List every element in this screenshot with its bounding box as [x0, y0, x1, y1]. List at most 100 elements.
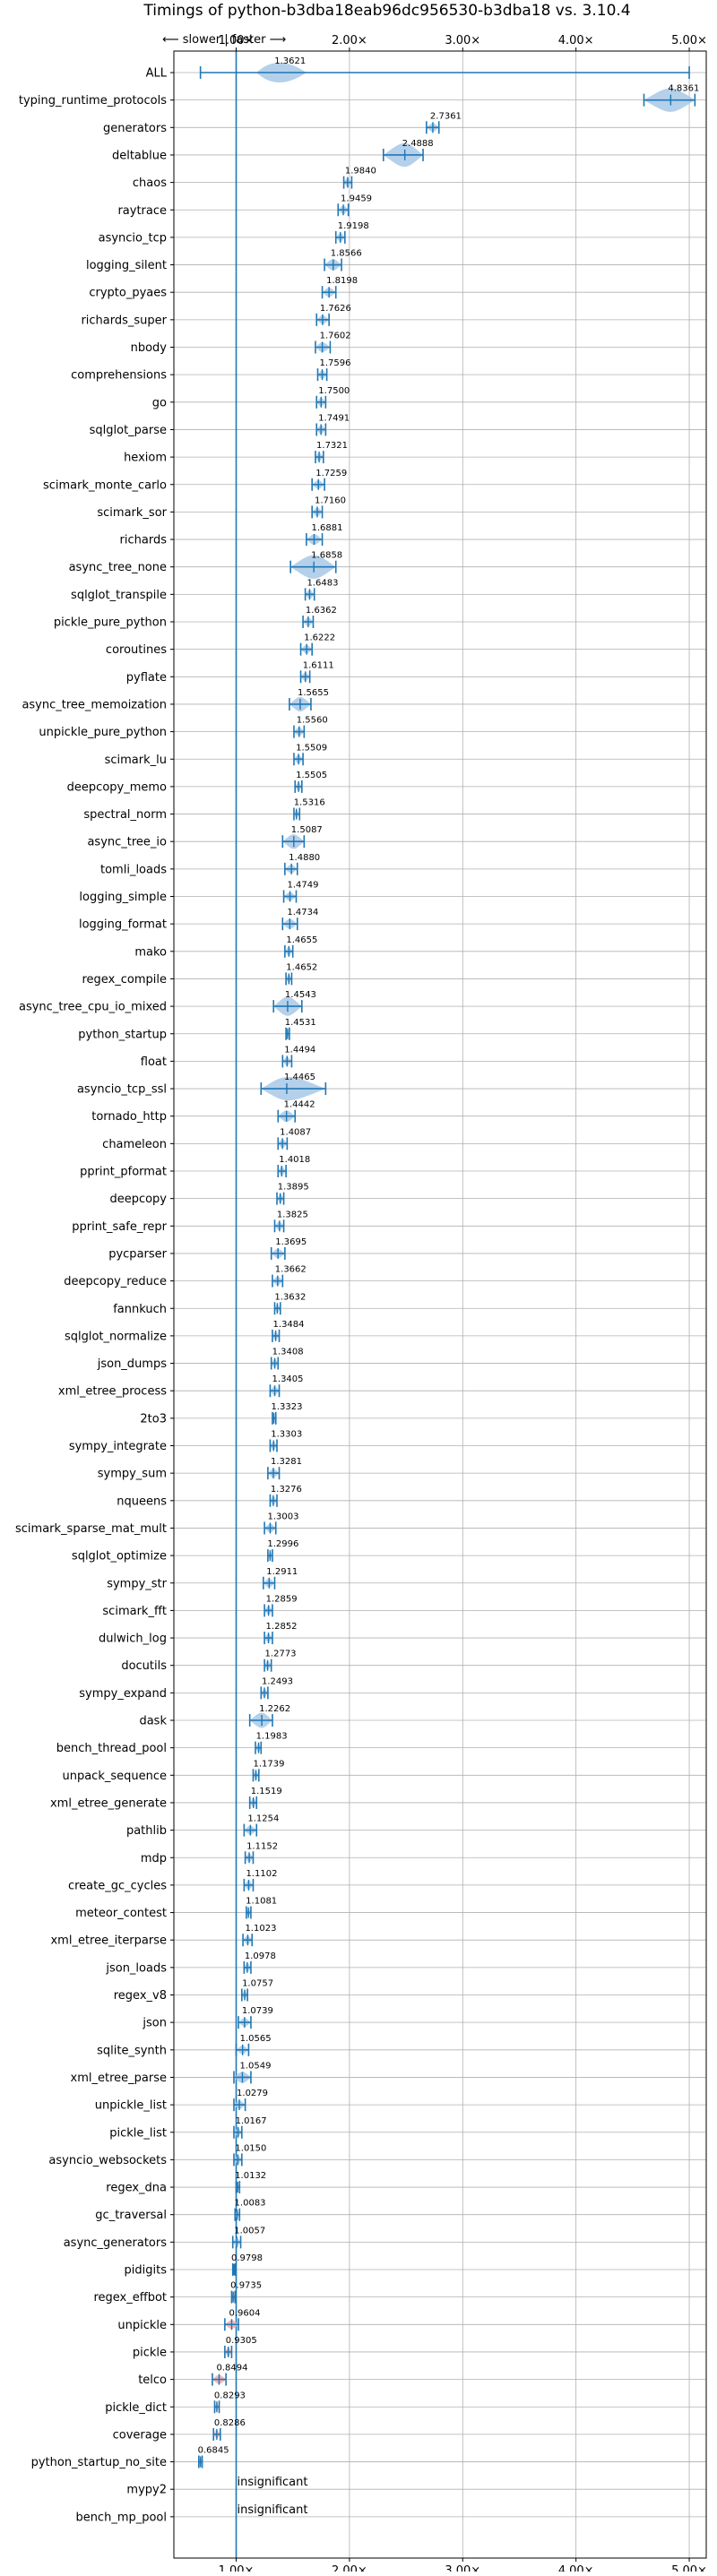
benchmark-label: pprint_pformat: [80, 1166, 167, 1179]
speed-value-label: 1.3303: [271, 1430, 302, 1440]
speed-value-label: 1.4494: [284, 1045, 315, 1055]
chart-title: Timings of python-b3dba18eab96dc956530-b…: [143, 2, 630, 20]
benchmark-label: pyflate: [126, 671, 167, 685]
insignificant-label: insignificant: [238, 2476, 308, 2489]
speed-value-label: 1.0132: [235, 2171, 266, 2181]
benchmark-label: docutils: [121, 1659, 167, 1673]
benchmark-label: async_tree_cpu_io_mixed: [19, 1001, 167, 1014]
speed-value-label: 1.9459: [341, 194, 372, 203]
speed-value-label: 1.3895: [278, 1183, 309, 1193]
benchmark-label: telco: [138, 2374, 167, 2387]
benchmark-label: sqlglot_normalize: [65, 1330, 167, 1343]
benchmark-label: unpickle_pure_python: [39, 726, 167, 739]
speed-value-label: 0.9604: [229, 2308, 261, 2318]
speed-value-label: 1.7626: [320, 304, 351, 314]
speed-value-label: 1.5655: [298, 688, 329, 698]
benchmark-label: pickle: [133, 2346, 167, 2359]
benchmark-label: mako: [134, 945, 167, 959]
benchmark-label: logging_format: [79, 918, 167, 932]
benchmark-label: pycparser: [108, 1247, 167, 1261]
speed-value-label: 1.0057: [234, 2226, 265, 2236]
speed-value-label: 0.9798: [231, 2253, 263, 2263]
benchmark-label: chameleon: [102, 1138, 167, 1151]
speed-value-label: 1.4652: [286, 962, 317, 972]
speed-value-label: 1.4087: [280, 1127, 311, 1137]
speed-value-label: 1.1983: [256, 1732, 288, 1742]
benchmark-label: tomli_loads: [100, 863, 167, 876]
x-tick-label-bottom: 2.00×: [332, 2564, 367, 2572]
benchmark-label: pickle_pure_python: [54, 616, 167, 630]
benchmark-label: sqlglot_transpile: [71, 589, 167, 602]
benchmark-label: mdp: [141, 1852, 167, 1865]
speed-value-label: 1.3276: [271, 1485, 302, 1495]
speed-value-label: 1.7491: [318, 413, 350, 423]
speed-value-label: 1.7596: [320, 358, 351, 368]
speed-value-label: 1.3484: [273, 1320, 305, 1330]
benchmark-label: xml_etree_generate: [50, 1796, 167, 1810]
benchmark-label: deepcopy_reduce: [64, 1275, 167, 1288]
benchmark-label: dulwich_log: [99, 1633, 167, 1646]
speed-value-label: 1.0565: [240, 2034, 272, 2044]
benchmark-label: regex_compile: [82, 973, 167, 986]
benchmark-label: generators: [103, 122, 167, 135]
benchmark-label: scimark_fft: [102, 1605, 167, 1618]
benchmark-label: go: [152, 396, 167, 409]
speed-value-label: 1.0549: [239, 2061, 271, 2071]
speed-value-label: 1.8198: [326, 276, 358, 286]
speed-value-label: 1.1081: [246, 1897, 277, 1907]
speed-value-label: 1.9840: [345, 167, 376, 177]
speed-value-label: 1.4531: [285, 1018, 316, 1028]
benchmark-label: richards_super: [81, 314, 167, 327]
benchmark-label: sympy_expand: [79, 1687, 167, 1701]
insignificant-label: insignificant: [238, 2503, 308, 2517]
benchmark-label: async_tree_none: [69, 561, 167, 574]
speed-value-label: 1.1102: [246, 1869, 277, 1879]
speed-value-label: 1.0279: [237, 2089, 268, 2098]
benchmark-label: json_loads: [105, 1961, 167, 1975]
benchmark-label: ALL: [146, 67, 168, 81]
benchmark-label: xml_etree_parse: [71, 2072, 167, 2085]
tick-layer: 1.00× 1.00× 2.00× 2.00× 3.00× 3.00× 4.00× 4.00×…: [15, 34, 707, 2576]
speed-value-label: 1.2859: [266, 1594, 298, 1604]
benchmark-label: xml_etree_process: [58, 1385, 167, 1399]
benchmark-label: json: [142, 2017, 167, 2030]
speed-value-label: 1.5316: [294, 798, 325, 808]
speed-value-label: 1.2493: [262, 1676, 293, 1686]
benchmark-label: deepcopy: [109, 1193, 167, 1206]
benchmark-label: richards: [120, 534, 168, 547]
speed-value-label: 1.3281: [271, 1457, 302, 1467]
benchmark-label: pickle_list: [109, 2126, 167, 2140]
speed-value-label: 1.0167: [236, 2116, 267, 2126]
x-tick-label-bottom: 5.00×: [671, 2564, 707, 2572]
speed-value-label: 1.7259: [315, 469, 347, 478]
benchmark-label: sqlite_synth: [97, 2044, 167, 2057]
speed-value-label: 1.5560: [297, 716, 328, 726]
benchmark-label: regex_v8: [114, 1989, 167, 2003]
speed-value-label: 0.9305: [226, 2336, 257, 2346]
speed-value-label: 1.4749: [288, 881, 319, 891]
speed-value-label: 1.5087: [291, 825, 323, 835]
benchmark-label: unpickle_list: [95, 2099, 167, 2113]
marks-layer: [198, 51, 696, 2558]
speed-value-label: 1.8566: [331, 249, 362, 259]
speed-value-label: 1.6111: [303, 660, 334, 670]
speed-value-label: 1.2852: [266, 1622, 298, 1632]
speed-value-label: 1.4442: [284, 1100, 315, 1110]
plot-frame: [173, 50, 707, 2559]
benchmark-label: deltablue: [112, 149, 167, 162]
benchmark-label: json_dumps: [97, 1357, 167, 1371]
benchmark-label: logging_silent: [86, 259, 167, 272]
benchmark-label: python_startup_no_site: [31, 2456, 167, 2469]
x-tick-label-top: 4.00×: [558, 34, 594, 47]
benchmark-label: bench_mp_pool: [75, 2511, 167, 2524]
benchmark-label: pprint_safe_repr: [72, 1220, 167, 1234]
benchmark-label: logging_simple: [79, 891, 167, 904]
benchmark-label: python_startup: [78, 1028, 167, 1041]
speed-value-label: 1.1023: [245, 1924, 276, 1934]
speed-value-label: 2.7361: [430, 111, 462, 121]
speed-value-label: 1.0978: [245, 1951, 276, 1961]
benchmark-label: spectral_norm: [83, 808, 167, 822]
benchmark-label: deepcopy_memo: [67, 780, 167, 794]
speed-value-label: 1.1152: [246, 1841, 278, 1851]
